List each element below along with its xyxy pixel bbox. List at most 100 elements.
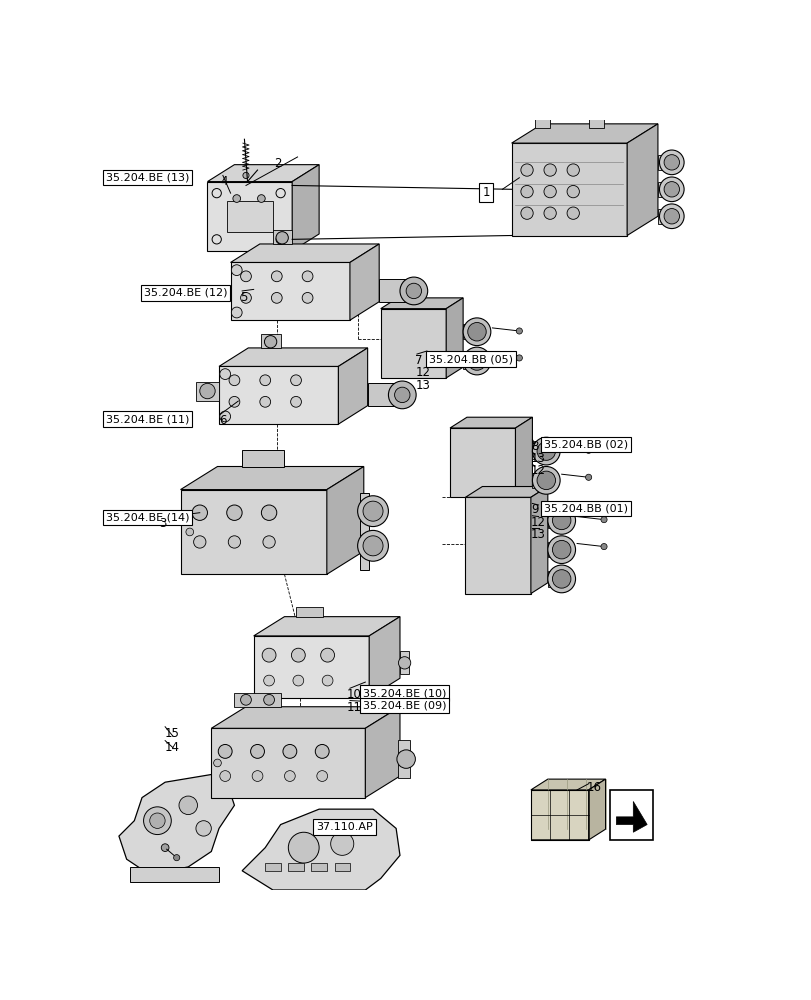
Polygon shape: [530, 790, 588, 840]
Circle shape: [264, 336, 277, 348]
Circle shape: [302, 271, 312, 282]
Polygon shape: [118, 774, 234, 875]
Polygon shape: [211, 707, 400, 728]
Circle shape: [462, 318, 490, 346]
Circle shape: [231, 265, 242, 276]
Circle shape: [213, 759, 221, 767]
Polygon shape: [230, 262, 350, 320]
Circle shape: [228, 536, 240, 548]
Polygon shape: [657, 155, 671, 170]
Circle shape: [566, 185, 579, 198]
Polygon shape: [547, 542, 561, 557]
Circle shape: [663, 155, 679, 170]
Polygon shape: [219, 366, 338, 424]
Circle shape: [291, 648, 305, 662]
Circle shape: [357, 496, 388, 527]
Polygon shape: [253, 617, 400, 636]
Circle shape: [566, 207, 579, 219]
Polygon shape: [367, 383, 401, 406]
Text: 3: 3: [159, 517, 166, 530]
Polygon shape: [547, 513, 561, 528]
Circle shape: [585, 447, 591, 453]
Text: 9: 9: [530, 503, 538, 516]
Polygon shape: [288, 863, 303, 871]
Circle shape: [315, 744, 328, 758]
Circle shape: [600, 517, 607, 523]
Circle shape: [467, 323, 486, 341]
Polygon shape: [530, 487, 547, 594]
Text: 13: 13: [530, 452, 545, 465]
Circle shape: [532, 466, 560, 494]
Circle shape: [462, 347, 490, 375]
Text: 4: 4: [221, 175, 228, 188]
Text: 13: 13: [530, 528, 545, 541]
Polygon shape: [462, 324, 476, 339]
Polygon shape: [534, 116, 550, 128]
Circle shape: [551, 570, 570, 588]
Text: 12: 12: [530, 464, 545, 477]
Text: 12: 12: [530, 516, 545, 529]
Circle shape: [406, 283, 421, 299]
Polygon shape: [230, 244, 379, 262]
Circle shape: [551, 540, 570, 559]
Polygon shape: [208, 182, 292, 251]
Polygon shape: [365, 707, 400, 798]
Polygon shape: [449, 417, 532, 428]
Circle shape: [663, 209, 679, 224]
Circle shape: [290, 396, 301, 407]
Circle shape: [212, 235, 221, 244]
Polygon shape: [445, 298, 462, 378]
Circle shape: [543, 185, 556, 198]
Circle shape: [260, 396, 270, 407]
Circle shape: [252, 771, 263, 781]
Text: 11: 11: [346, 701, 362, 714]
Circle shape: [467, 352, 486, 370]
Polygon shape: [219, 348, 367, 366]
Circle shape: [212, 189, 221, 198]
Circle shape: [240, 292, 251, 303]
Circle shape: [320, 648, 334, 662]
Circle shape: [357, 530, 388, 561]
Text: 10: 10: [346, 688, 361, 701]
Circle shape: [149, 813, 165, 828]
Circle shape: [659, 204, 684, 229]
Text: 12: 12: [415, 366, 430, 379]
Polygon shape: [261, 334, 281, 348]
Polygon shape: [398, 740, 410, 778]
Circle shape: [284, 771, 295, 781]
Polygon shape: [449, 428, 515, 497]
Circle shape: [186, 528, 193, 536]
Text: 14: 14: [164, 741, 179, 754]
Polygon shape: [272, 230, 292, 244]
Circle shape: [591, 109, 600, 118]
Circle shape: [394, 387, 410, 403]
Circle shape: [261, 505, 277, 520]
Circle shape: [200, 383, 215, 399]
Circle shape: [218, 744, 232, 758]
Text: 5: 5: [240, 291, 247, 304]
Text: 35.204.BB (02): 35.204.BB (02): [543, 440, 628, 450]
Polygon shape: [265, 863, 281, 871]
Polygon shape: [242, 450, 284, 466]
Polygon shape: [626, 124, 657, 235]
Circle shape: [271, 271, 282, 282]
Polygon shape: [588, 116, 603, 128]
Circle shape: [520, 164, 533, 176]
Circle shape: [322, 675, 333, 686]
Text: 35.204.BE (13): 35.204.BE (13): [105, 172, 189, 182]
Circle shape: [178, 796, 197, 815]
Circle shape: [516, 355, 521, 361]
Polygon shape: [292, 165, 319, 251]
Circle shape: [536, 471, 555, 490]
Circle shape: [363, 501, 383, 521]
Circle shape: [251, 744, 264, 758]
Polygon shape: [350, 244, 379, 320]
Polygon shape: [588, 779, 605, 840]
Polygon shape: [208, 165, 319, 182]
Text: 1: 1: [482, 186, 489, 199]
Polygon shape: [234, 693, 281, 707]
Circle shape: [288, 832, 319, 863]
Circle shape: [257, 195, 265, 202]
Circle shape: [220, 369, 230, 379]
Circle shape: [226, 505, 242, 520]
